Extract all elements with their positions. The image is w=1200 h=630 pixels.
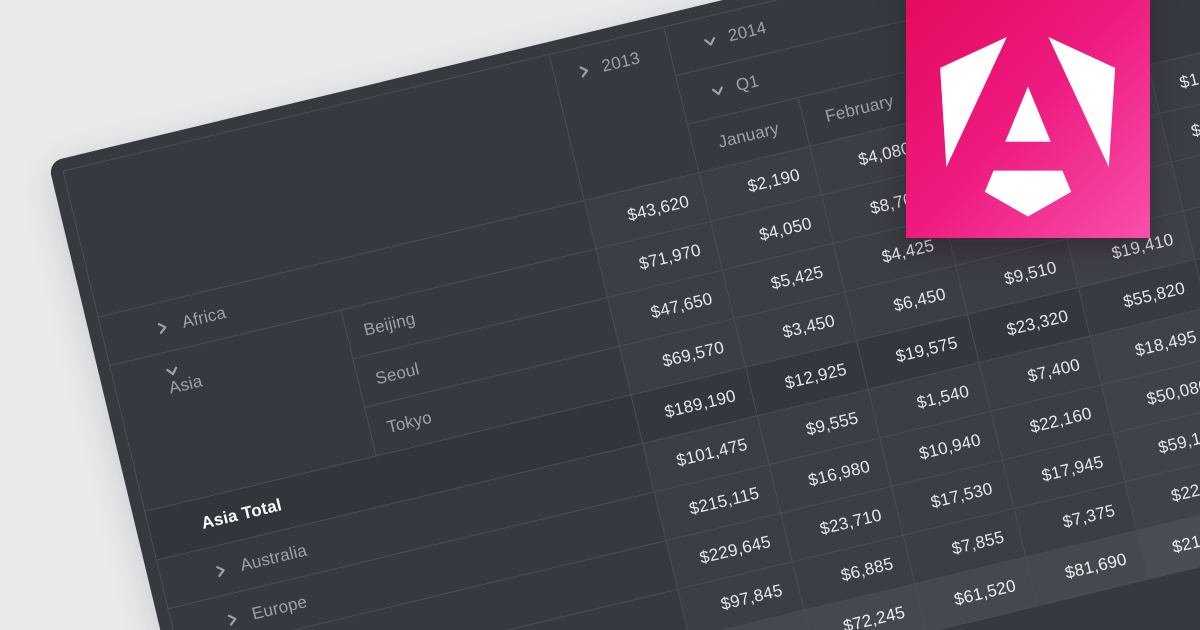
row-header-label: Africa	[179, 302, 228, 332]
chevron-right-icon	[223, 611, 240, 628]
row-header-australia[interactable]: Australia	[156, 443, 655, 609]
chevron-down-icon	[702, 32, 719, 49]
column-header-label: Q1	[733, 70, 761, 95]
chevron-right-icon	[212, 562, 229, 579]
pivot-grid: 2013 2014 Q1	[48, 0, 1200, 630]
row-header-label: Australia	[238, 540, 309, 575]
column-header-label: 2014	[726, 17, 769, 45]
chevron-down-icon	[709, 82, 726, 99]
chevron-right-icon	[153, 319, 170, 336]
column-header-q1[interactable]: Q1	[675, 0, 1020, 125]
angular-a-icon	[940, 37, 1116, 217]
pivot-grid-table: 2013 2014 Q1	[62, 0, 1200, 630]
angular-logo	[906, 0, 1150, 238]
row-header-europe[interactable]: Europe	[168, 492, 666, 630]
row-header-label: Europe	[249, 591, 309, 624]
row-header-asia[interactable]: Asia	[109, 310, 377, 512]
column-header-2014[interactable]: 2014	[663, 0, 1200, 76]
column-header-label: 2013	[599, 48, 642, 76]
row-header-africa[interactable]: Africa	[98, 200, 596, 366]
column-header-2013[interactable]: 2013	[549, 26, 700, 201]
chevron-down-icon	[164, 362, 181, 379]
chevron-right-icon	[575, 63, 592, 80]
